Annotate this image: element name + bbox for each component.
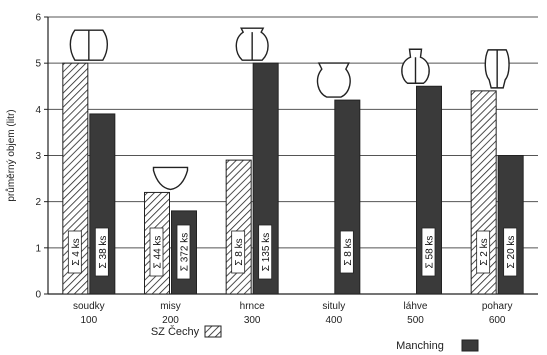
legend-swatch: [461, 339, 479, 352]
count-label: Σ 372 ks: [176, 224, 191, 280]
count-label-box: [176, 224, 191, 280]
legend-label: SZ Čechy: [151, 325, 200, 338]
category-code: 500: [407, 315, 424, 326]
count-label-box: [231, 230, 246, 274]
category-code: 600: [489, 315, 506, 326]
category-label: misy: [160, 301, 181, 312]
count-label-text: Σ 4 ks: [71, 238, 82, 265]
category-code: 400: [325, 315, 342, 326]
y-axis-title: průměrný objem (litr): [5, 109, 17, 201]
y-tick-label: 4: [35, 105, 41, 116]
vessel-icon: [69, 29, 109, 61]
vessel-icon: [316, 62, 351, 98]
count-label: Σ 44 ks: [149, 227, 164, 277]
count-label: Σ 2 ks: [476, 230, 491, 274]
count-label: Σ 58 ks: [421, 227, 436, 277]
grid-lines: [48, 16, 538, 249]
legend: SZ Čechy Manching: [151, 325, 479, 352]
count-label-text: Σ 38 ks: [98, 236, 109, 269]
bar-sz-cechy: [225, 159, 252, 295]
y-tick-label: 3: [35, 151, 41, 162]
y-tick-label: 1: [35, 243, 41, 254]
count-label-text: Σ 20 ks: [506, 236, 517, 269]
count-label-text: Σ 2 ks: [479, 238, 490, 265]
count-label-text: Σ 8 ks: [343, 238, 354, 265]
axes: [44, 16, 538, 295]
count-label-text: Σ 44 ks: [153, 236, 164, 269]
category-label: hrnce: [240, 301, 265, 312]
category-code: 300: [244, 315, 261, 326]
count-label: Σ 20 ks: [503, 227, 518, 277]
tick-labels: 0 1 2 3 4 5 6 soudky 100 misy 200 hrnce 300 situly 400…: [35, 13, 512, 327]
count-label-text: Σ 135 ks: [261, 233, 272, 271]
vessel-icon: [152, 166, 189, 191]
y-tick-label: 0: [35, 290, 41, 301]
count-label-box: [258, 224, 273, 280]
vessel-icons: [69, 27, 510, 191]
count-label-text: Σ 372 ks: [180, 233, 191, 271]
count-label-box: [67, 230, 82, 274]
y-tick-label: 2: [35, 197, 41, 208]
y-tick-label: 6: [35, 13, 41, 24]
count-label-box: [421, 227, 436, 277]
count-label-box: [503, 227, 518, 277]
legend-swatch: [204, 325, 222, 338]
vessel-icon: [235, 27, 269, 61]
count-label-box: [149, 227, 164, 277]
category-code: 200: [162, 315, 179, 326]
bars: Σ 4 ks Σ 38 ks Σ 44 ks Σ 372 ks Σ 8 ks Σ 135 …: [62, 62, 524, 295]
count-label: Σ 4 ks: [67, 230, 82, 274]
category-label: soudky: [73, 301, 105, 312]
count-label: Σ 38 ks: [94, 227, 109, 277]
vessel-icon: [484, 49, 510, 89]
y-tick-label: 5: [35, 59, 41, 70]
count-label-box: [339, 230, 354, 274]
count-label-box: [94, 227, 109, 277]
legend-label: Manching: [396, 340, 444, 352]
count-label-text: Σ 8 ks: [234, 238, 245, 265]
category-code: 100: [80, 315, 97, 326]
category-label: láhve: [404, 301, 428, 312]
count-label-box: [476, 230, 491, 274]
category-label: pohary: [482, 301, 513, 312]
count-label: Σ 135 ks: [258, 224, 273, 280]
count-label-text: Σ 58 ks: [425, 236, 436, 269]
count-label: Σ 8 ks: [231, 230, 246, 274]
vessel-icon: [401, 48, 430, 84]
category-label: situly: [322, 301, 345, 312]
count-label: Σ 8 ks: [339, 230, 354, 274]
